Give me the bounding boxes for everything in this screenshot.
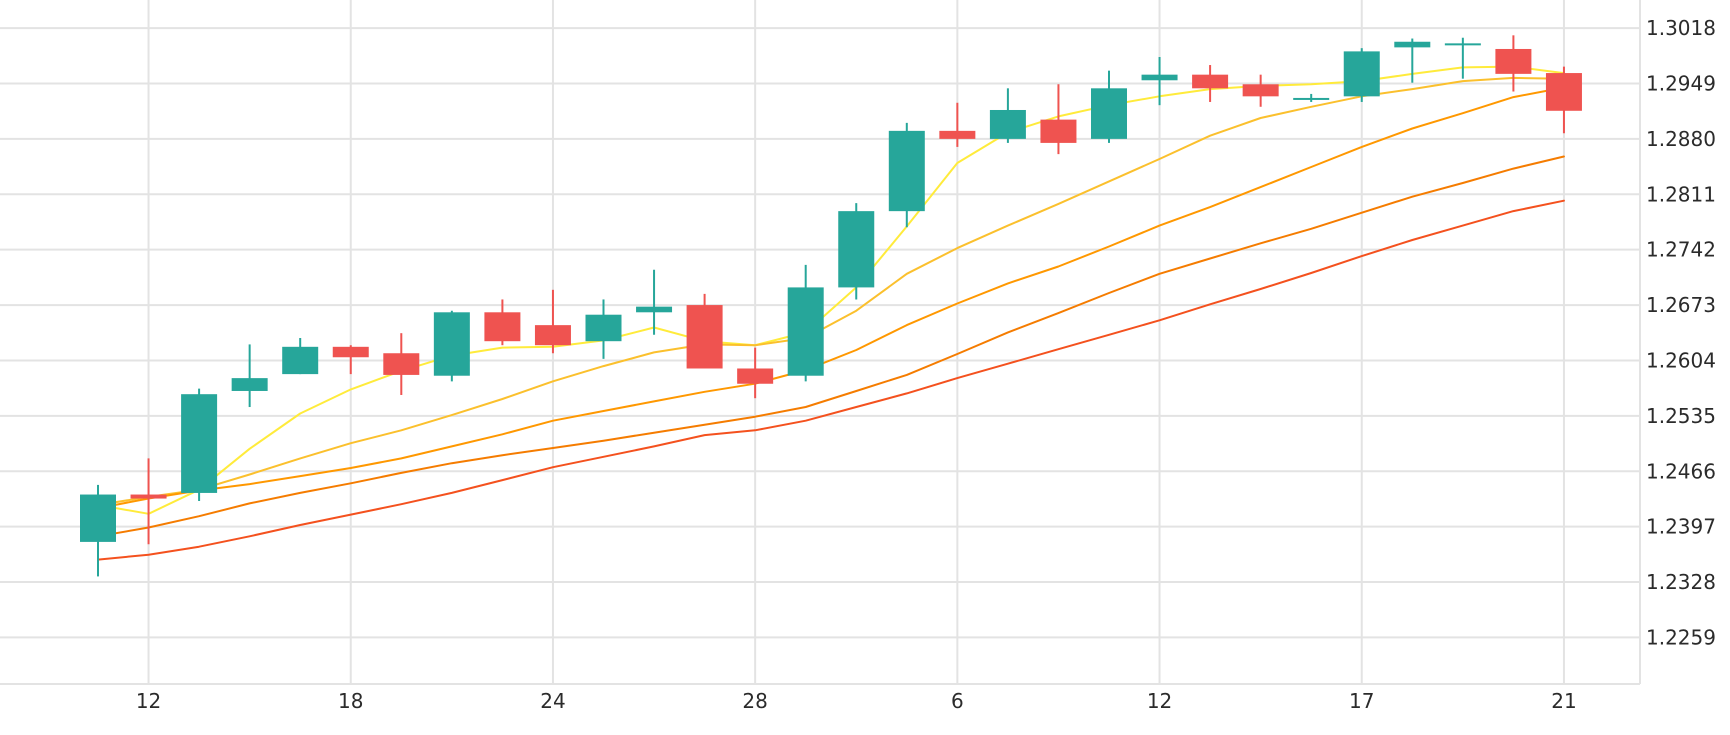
- y-tick-label: 1.2880: [1646, 127, 1716, 151]
- y-tick-label: 1.2673: [1646, 293, 1716, 317]
- candle-body: [1444, 43, 1481, 46]
- bullish-candle: [787, 264, 824, 382]
- candle-body: [181, 394, 218, 493]
- bearish-candle: [1040, 84, 1077, 155]
- y-tick-label: 1.3018: [1646, 16, 1716, 40]
- x-axis: 12 18 24 28 6 12 17 21: [136, 689, 1577, 713]
- bullish-candle: [1394, 38, 1431, 83]
- candle-body: [1040, 119, 1077, 143]
- candle-body: [585, 314, 622, 342]
- bullish-candle: [989, 88, 1026, 143]
- candle-layer: [80, 35, 1582, 577]
- candle-body: [1293, 97, 1330, 100]
- candle-body: [989, 109, 1026, 139]
- bearish-candle: [534, 289, 571, 354]
- x-tick-label: 28: [742, 689, 767, 713]
- bearish-candle: [383, 333, 420, 395]
- bullish-candle: [1293, 93, 1330, 102]
- bearish-candle: [1495, 35, 1532, 92]
- candle-body: [787, 287, 824, 376]
- candle-body: [838, 211, 875, 288]
- candle-body: [1192, 74, 1229, 89]
- candle-body: [636, 306, 673, 313]
- bullish-candle: [1343, 48, 1380, 102]
- y-tick-label: 1.2811: [1646, 182, 1716, 206]
- x-tick-label: 12: [136, 689, 161, 713]
- bullish-candle: [585, 299, 622, 359]
- bullish-candle: [231, 344, 268, 408]
- bearish-candle: [686, 293, 723, 369]
- moving-average-line-4: [97, 155, 1565, 538]
- moving-average-line-5: [97, 199, 1565, 561]
- bullish-candle: [80, 484, 116, 577]
- y-tick-label: 1.2535: [1646, 404, 1716, 428]
- candle-body: [1091, 88, 1127, 139]
- moving-average-line-1: [97, 65, 1565, 515]
- bullish-candle: [282, 337, 319, 375]
- bullish-candle: [636, 269, 673, 335]
- candle-body: [534, 325, 571, 346]
- bearish-candle: [1545, 66, 1582, 134]
- candle-body: [332, 346, 369, 358]
- candle-body: [1545, 73, 1582, 111]
- x-tick-label: 12: [1147, 689, 1172, 713]
- bearish-candle: [1192, 65, 1229, 102]
- moving-average-line-3: [97, 86, 1565, 510]
- candle-body: [1394, 41, 1431, 48]
- bearish-candle: [939, 102, 976, 147]
- bearish-candle: [484, 299, 521, 346]
- candle-body: [231, 378, 268, 391]
- bearish-candle: [1242, 74, 1279, 107]
- candle-body: [1343, 51, 1380, 97]
- y-tick-label: 1.2328: [1646, 570, 1716, 594]
- candle-body: [1495, 48, 1532, 74]
- bullish-candle: [1141, 57, 1178, 106]
- bullish-candle: [1444, 37, 1481, 79]
- y-tick-label: 1.2397: [1646, 515, 1716, 539]
- candle-body: [383, 353, 420, 375]
- y-tick-label: 1.2604: [1646, 348, 1716, 372]
- x-tick-label: 24: [540, 689, 565, 713]
- candle-body: [888, 130, 925, 212]
- y-tick-label: 1.2466: [1646, 459, 1716, 483]
- candle-body: [686, 305, 723, 369]
- candle-body: [433, 312, 470, 376]
- candle-body: [80, 494, 116, 542]
- bullish-candle: [1091, 70, 1127, 143]
- candle-body: [1242, 84, 1279, 97]
- candle-body: [282, 346, 319, 375]
- x-tick-label: 17: [1349, 689, 1374, 713]
- candle-body: [1141, 74, 1178, 81]
- y-axis: 1.3018 1.2949 1.2880 1.2811 1.2742 1.2673 1.26…: [1646, 16, 1716, 649]
- bearish-candle: [737, 347, 774, 399]
- bullish-candle: [838, 203, 875, 300]
- bearish-candle: [130, 458, 167, 545]
- bullish-candle: [181, 388, 218, 501]
- candle-body: [737, 368, 774, 384]
- candle-body: [939, 130, 976, 139]
- x-tick-label: 21: [1551, 689, 1576, 713]
- bullish-candle: [888, 122, 925, 228]
- candle-body: [484, 312, 521, 342]
- x-tick-label: 6: [951, 689, 964, 713]
- bearish-candle: [332, 345, 369, 375]
- y-tick-label: 1.2949: [1646, 71, 1716, 95]
- y-tick-label: 1.2742: [1646, 238, 1716, 262]
- x-tick-label: 18: [338, 689, 363, 713]
- candle-body: [130, 494, 167, 499]
- moving-average-line-2: [97, 76, 1565, 506]
- bullish-candle: [433, 310, 470, 382]
- y-tick-label: 1.2259: [1646, 625, 1716, 649]
- moving-average-layer: [97, 65, 1565, 561]
